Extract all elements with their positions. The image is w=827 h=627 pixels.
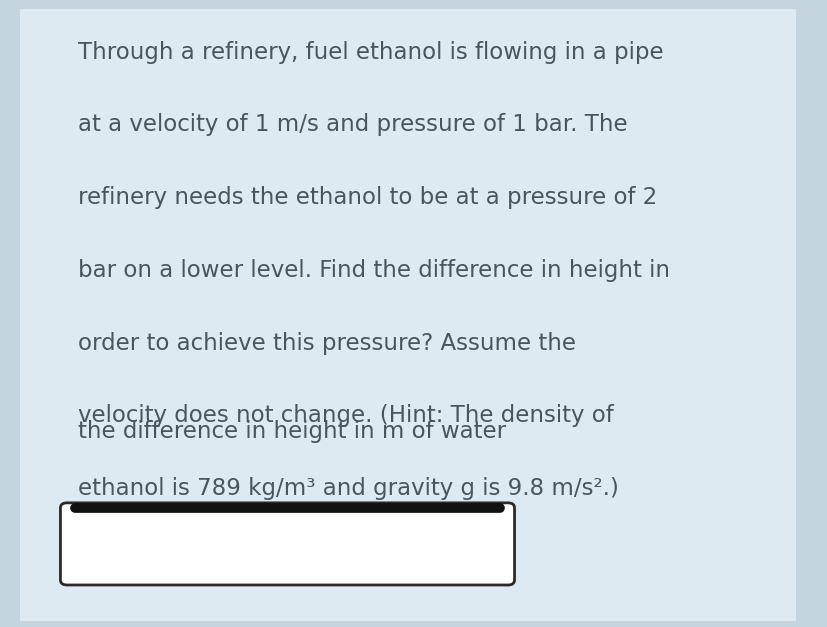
Text: velocity does not change. (Hint: The density of: velocity does not change. (Hint: The den…	[78, 404, 613, 428]
Text: refinery needs the ethanol to be at a pressure of 2: refinery needs the ethanol to be at a pr…	[78, 186, 656, 209]
FancyBboxPatch shape	[60, 503, 514, 585]
Text: bar on a lower level. Find the difference in height in: bar on a lower level. Find the differenc…	[78, 259, 669, 282]
Text: Through a refinery, fuel ethanol is flowing in a pipe: Through a refinery, fuel ethanol is flow…	[78, 41, 662, 64]
Text: ethanol is 789 kg/m³ and gravity g is 9.8 m/s².): ethanol is 789 kg/m³ and gravity g is 9.…	[78, 477, 618, 500]
Text: order to achieve this pressure? Assume the: order to achieve this pressure? Assume t…	[78, 332, 575, 355]
Text: the difference in height in m of water: the difference in height in m of water	[78, 420, 505, 443]
Text: at a velocity of 1 m/s and pressure of 1 bar. The: at a velocity of 1 m/s and pressure of 1…	[78, 113, 627, 137]
FancyBboxPatch shape	[21, 9, 796, 621]
